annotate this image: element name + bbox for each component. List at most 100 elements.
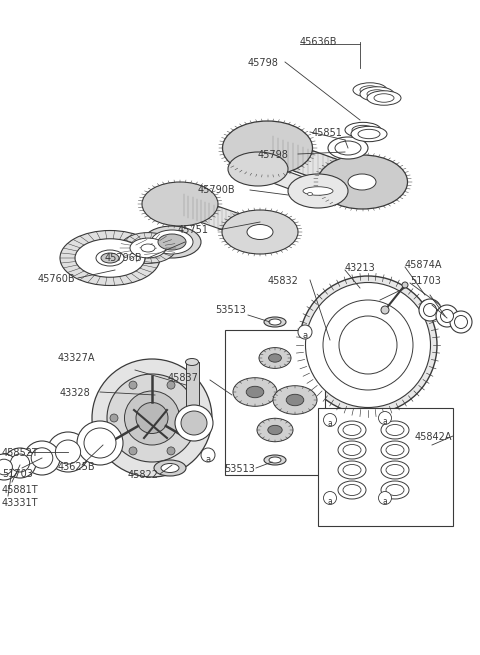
Bar <box>225 330 325 475</box>
Ellipse shape <box>233 378 277 406</box>
Ellipse shape <box>24 441 60 475</box>
Ellipse shape <box>186 414 194 422</box>
Ellipse shape <box>338 461 366 479</box>
Ellipse shape <box>264 317 286 327</box>
Ellipse shape <box>358 129 380 139</box>
Ellipse shape <box>223 121 312 175</box>
Text: 45636B: 45636B <box>300 37 337 47</box>
Ellipse shape <box>324 491 336 504</box>
Ellipse shape <box>124 391 180 445</box>
Ellipse shape <box>185 411 199 417</box>
Ellipse shape <box>167 381 175 389</box>
Ellipse shape <box>246 386 264 398</box>
Text: 45798: 45798 <box>258 150 289 160</box>
Text: 51703: 51703 <box>410 276 441 286</box>
Text: 45832: 45832 <box>268 276 299 286</box>
Text: a: a <box>383 417 387 426</box>
Ellipse shape <box>288 174 348 208</box>
Ellipse shape <box>360 86 380 94</box>
Text: a: a <box>328 498 332 506</box>
Ellipse shape <box>305 282 431 407</box>
Ellipse shape <box>75 239 145 277</box>
Ellipse shape <box>343 485 361 495</box>
Text: 43328: 43328 <box>60 388 91 398</box>
Ellipse shape <box>298 325 312 339</box>
Ellipse shape <box>60 231 160 286</box>
Ellipse shape <box>402 282 408 288</box>
Ellipse shape <box>11 454 30 472</box>
Ellipse shape <box>259 348 291 368</box>
Ellipse shape <box>386 445 404 455</box>
Ellipse shape <box>154 460 186 476</box>
Text: 43327A: 43327A <box>58 353 96 363</box>
Ellipse shape <box>360 86 394 102</box>
Ellipse shape <box>110 414 118 422</box>
Text: 43213: 43213 <box>345 263 376 273</box>
Ellipse shape <box>381 421 409 439</box>
Ellipse shape <box>129 381 137 389</box>
Ellipse shape <box>317 155 408 209</box>
Ellipse shape <box>308 193 312 195</box>
Ellipse shape <box>353 83 387 97</box>
Ellipse shape <box>167 447 175 455</box>
Ellipse shape <box>379 491 392 504</box>
Ellipse shape <box>228 152 288 186</box>
Text: 53513: 53513 <box>215 305 246 315</box>
Ellipse shape <box>343 445 361 455</box>
Ellipse shape <box>338 421 366 439</box>
Ellipse shape <box>96 250 124 266</box>
Ellipse shape <box>455 316 468 329</box>
Ellipse shape <box>143 226 201 258</box>
Ellipse shape <box>31 448 53 468</box>
Ellipse shape <box>386 464 404 476</box>
Text: 45874A: 45874A <box>405 260 443 270</box>
Ellipse shape <box>107 374 197 462</box>
Ellipse shape <box>101 253 119 263</box>
Ellipse shape <box>436 305 458 327</box>
Ellipse shape <box>381 441 409 459</box>
Ellipse shape <box>423 303 436 316</box>
Ellipse shape <box>4 448 36 478</box>
Text: 51703: 51703 <box>2 469 33 479</box>
Ellipse shape <box>352 125 374 135</box>
Ellipse shape <box>269 319 281 325</box>
Ellipse shape <box>47 432 89 472</box>
Ellipse shape <box>299 276 437 414</box>
Ellipse shape <box>345 122 381 138</box>
Ellipse shape <box>338 441 366 459</box>
Ellipse shape <box>257 419 293 441</box>
Bar <box>318 408 453 526</box>
Ellipse shape <box>269 457 281 463</box>
Ellipse shape <box>381 481 409 499</box>
Text: 45760B: 45760B <box>38 274 76 284</box>
Ellipse shape <box>441 310 454 322</box>
Ellipse shape <box>381 306 389 314</box>
Polygon shape <box>267 134 362 195</box>
Ellipse shape <box>55 440 81 464</box>
Ellipse shape <box>222 210 298 254</box>
Ellipse shape <box>324 413 336 426</box>
Text: a: a <box>302 331 308 341</box>
Text: 45751: 45751 <box>178 225 209 235</box>
Ellipse shape <box>175 405 213 441</box>
Text: 45852T: 45852T <box>2 448 39 458</box>
Text: 45881T: 45881T <box>2 485 38 495</box>
Ellipse shape <box>151 230 193 254</box>
Polygon shape <box>258 160 318 200</box>
Ellipse shape <box>268 425 282 435</box>
Ellipse shape <box>129 447 137 455</box>
Ellipse shape <box>269 354 281 362</box>
Ellipse shape <box>77 421 123 465</box>
Ellipse shape <box>348 174 376 190</box>
Ellipse shape <box>323 300 413 390</box>
Ellipse shape <box>367 90 387 98</box>
Ellipse shape <box>381 461 409 479</box>
Ellipse shape <box>450 311 472 333</box>
Ellipse shape <box>335 141 361 155</box>
Polygon shape <box>180 193 260 243</box>
Ellipse shape <box>343 464 361 476</box>
Ellipse shape <box>386 485 404 495</box>
Ellipse shape <box>419 299 441 321</box>
Ellipse shape <box>286 394 304 405</box>
Ellipse shape <box>142 182 218 226</box>
